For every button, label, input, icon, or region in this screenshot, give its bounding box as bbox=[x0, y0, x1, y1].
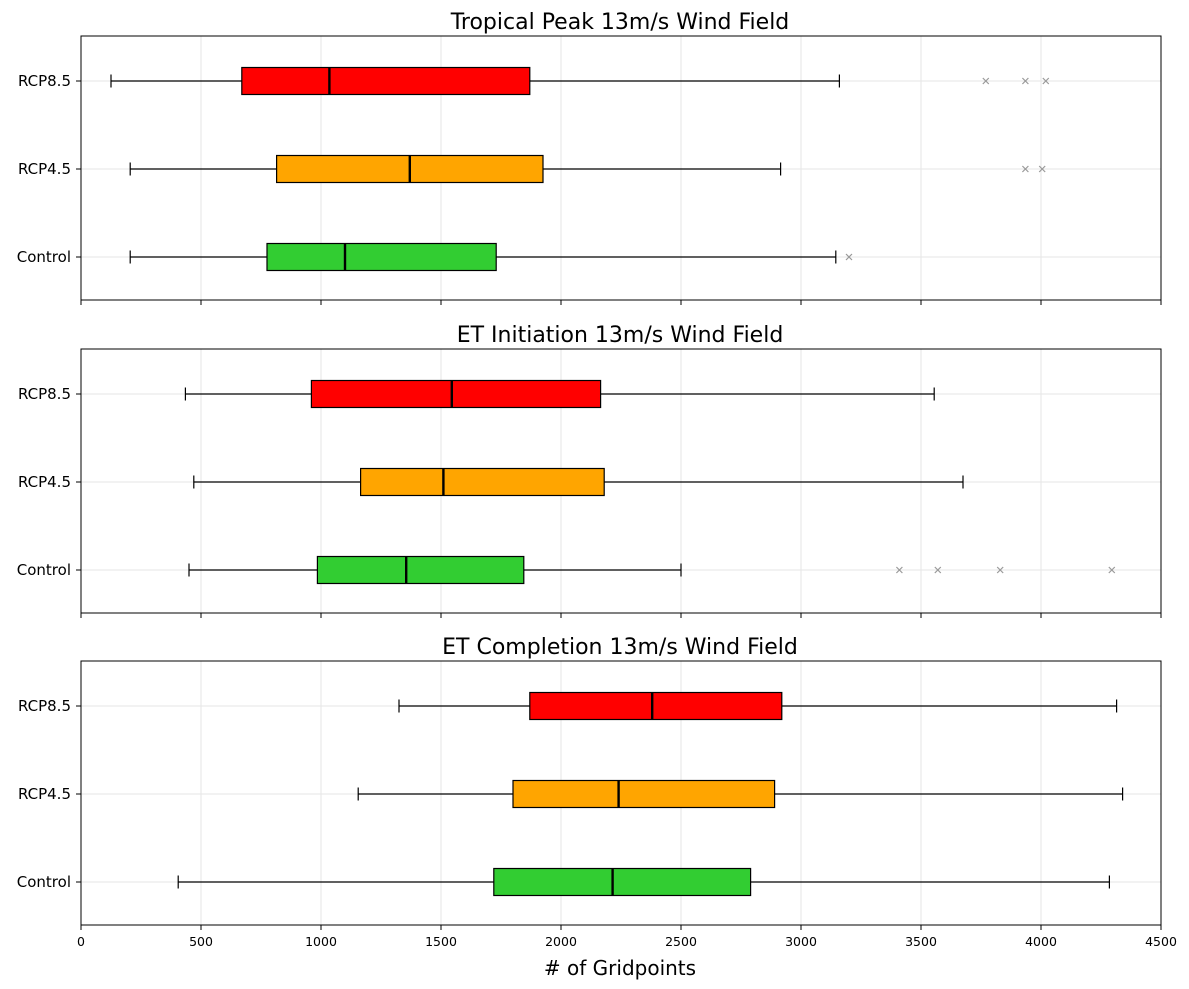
box-rcp85 bbox=[184, 379, 935, 409]
outlier-stroke bbox=[1038, 165, 1046, 173]
outlier-marker bbox=[1108, 566, 1116, 574]
outlier-marker bbox=[845, 253, 853, 261]
y-tick-label: RCP8.5 bbox=[18, 697, 71, 715]
x-tick-label: 2000 bbox=[545, 934, 577, 949]
panel-et-completion: ET Completion 13m/s Wind Field RCP8.5 RCP… bbox=[17, 635, 1177, 949]
y-tick-label: Control bbox=[17, 873, 71, 891]
y-tick-label: RCP8.5 bbox=[18, 385, 71, 403]
axes-frame bbox=[80, 35, 1162, 301]
y-tick-label: RCP4.5 bbox=[18, 160, 71, 178]
outlier-stroke bbox=[845, 253, 853, 261]
outlier-marker bbox=[1021, 77, 1029, 85]
x-tick-label: 4500 bbox=[1145, 934, 1177, 949]
outlier-marker bbox=[982, 77, 990, 85]
outlier-marker bbox=[1042, 77, 1050, 85]
box-rcp45 bbox=[357, 779, 1124, 809]
panel-title: ET Initiation 13m/s Wind Field bbox=[457, 323, 784, 348]
outlier-marker bbox=[895, 566, 903, 574]
x-tick-label: 3000 bbox=[785, 934, 817, 949]
box-iqr bbox=[266, 242, 497, 272]
y-tick-label: Control bbox=[17, 248, 71, 266]
box-control bbox=[188, 555, 1116, 585]
box-rcp45 bbox=[193, 467, 964, 497]
y-tick-label: RCP4.5 bbox=[18, 473, 71, 491]
outlier-marker bbox=[934, 566, 942, 574]
box-iqr bbox=[529, 691, 783, 721]
x-tick-label: 1500 bbox=[425, 934, 457, 949]
box-iqr bbox=[241, 66, 531, 96]
outlier-stroke bbox=[934, 566, 942, 574]
box-control bbox=[177, 867, 1111, 897]
box-iqr bbox=[512, 779, 776, 809]
x-tick-label: 1000 bbox=[305, 934, 337, 949]
axes-frame bbox=[80, 348, 1162, 614]
y-tick-label: RCP8.5 bbox=[18, 72, 71, 90]
outlier-stroke bbox=[1021, 165, 1029, 173]
box-iqr bbox=[316, 555, 525, 585]
outlier-marker bbox=[996, 566, 1004, 574]
panel-title: Tropical Peak 13m/s Wind Field bbox=[450, 10, 790, 35]
outlier-stroke bbox=[1021, 77, 1029, 85]
y-tick-label: Control bbox=[17, 561, 71, 579]
x-tick-label: 2500 bbox=[665, 934, 697, 949]
axes-frame bbox=[80, 660, 1162, 926]
box-iqr bbox=[493, 867, 752, 897]
panel-et-initiation: ET Initiation 13m/s Wind Field RCP8.5 RCP… bbox=[17, 323, 1162, 618]
box-rcp85 bbox=[398, 691, 1118, 721]
panel-title: ET Completion 13m/s Wind Field bbox=[442, 635, 798, 660]
x-tick-label: 3500 bbox=[905, 934, 937, 949]
outlier-stroke bbox=[1108, 566, 1116, 574]
x-tick-label: 0 bbox=[77, 934, 85, 949]
outlier-marker bbox=[1038, 165, 1046, 173]
outlier-stroke bbox=[982, 77, 990, 85]
box-iqr bbox=[310, 379, 602, 409]
outlier-marker bbox=[1021, 165, 1029, 173]
outlier-stroke bbox=[895, 566, 903, 574]
box-control bbox=[129, 242, 853, 272]
box-rcp85 bbox=[110, 66, 1050, 96]
x-tick-label: 4000 bbox=[1025, 934, 1057, 949]
box-rcp45 bbox=[129, 154, 1046, 184]
x-tick-label: 500 bbox=[189, 934, 213, 949]
box-iqr bbox=[360, 467, 605, 497]
outlier-stroke bbox=[1042, 77, 1050, 85]
y-tick-label: RCP4.5 bbox=[18, 785, 71, 803]
x-axis-label: # of Gridpoints bbox=[544, 956, 696, 980]
panel-tropical-peak: Tropical Peak 13m/s Wind Field RCP8.5 RCP… bbox=[17, 10, 1162, 305]
outlier-stroke bbox=[996, 566, 1004, 574]
